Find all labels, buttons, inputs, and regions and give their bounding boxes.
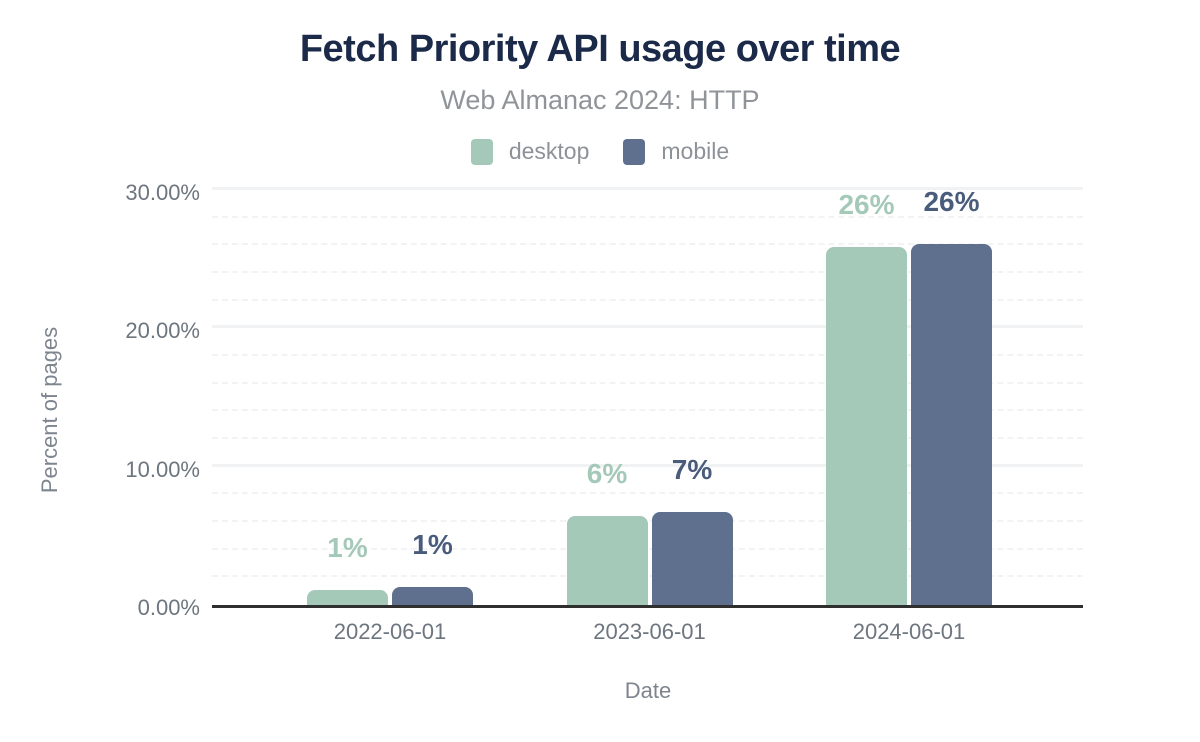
x-tick-label: 2024-06-01 <box>852 619 966 644</box>
mobile-swatch-icon <box>623 138 646 165</box>
legend-item-desktop[interactable]: desktop <box>470 138 590 165</box>
bar-label-mobile-2022-06-01: 1% <box>412 529 453 561</box>
legend-label: mobile <box>661 138 730 164</box>
bar-desktop-2022-06-01[interactable] <box>307 589 388 605</box>
x-axis-title: Date <box>624 678 672 703</box>
bar-label-desktop-2023-06-01: 6% <box>586 458 628 490</box>
x-tick-label: 2022-06-01 <box>333 619 447 644</box>
chart-title: Fetch Priority API usage over time <box>299 28 901 70</box>
bar-label-desktop-2024-06-01: 26% <box>838 188 895 220</box>
legend-item-mobile[interactable]: mobile <box>623 138 729 165</box>
bar-desktop-2024-06-01[interactable] <box>826 246 907 605</box>
y-tick-label: 20.00% <box>125 318 200 344</box>
legend-label: desktop <box>508 138 590 164</box>
bar-label-desktop-2022-06-01: 1% <box>327 531 368 563</box>
bar-mobile-2022-06-01[interactable] <box>392 587 473 605</box>
x-tick-label: 2023-06-01 <box>593 619 706 644</box>
bar-mobile-2024-06-01[interactable] <box>911 243 992 605</box>
y-tick-label: 10.00% <box>125 456 200 482</box>
bar-label-mobile-2023-06-01: 7% <box>671 454 713 486</box>
bar-label-mobile-2024-06-01: 26% <box>923 185 980 217</box>
y-tick-label: 30.00% <box>125 180 200 205</box>
plot-area: 1% 1% 6% 7% 26% 26% <box>212 187 1083 608</box>
bar-desktop-2023-06-01[interactable] <box>566 516 648 605</box>
bar-mobile-2023-06-01[interactable] <box>651 512 733 605</box>
legend: desktop mobile <box>0 138 1200 165</box>
y-tick-label: 0.00% <box>137 595 200 620</box>
chart-subtitle: Web Almanac 2024: HTTP <box>440 85 760 115</box>
desktop-swatch-icon <box>470 138 493 165</box>
